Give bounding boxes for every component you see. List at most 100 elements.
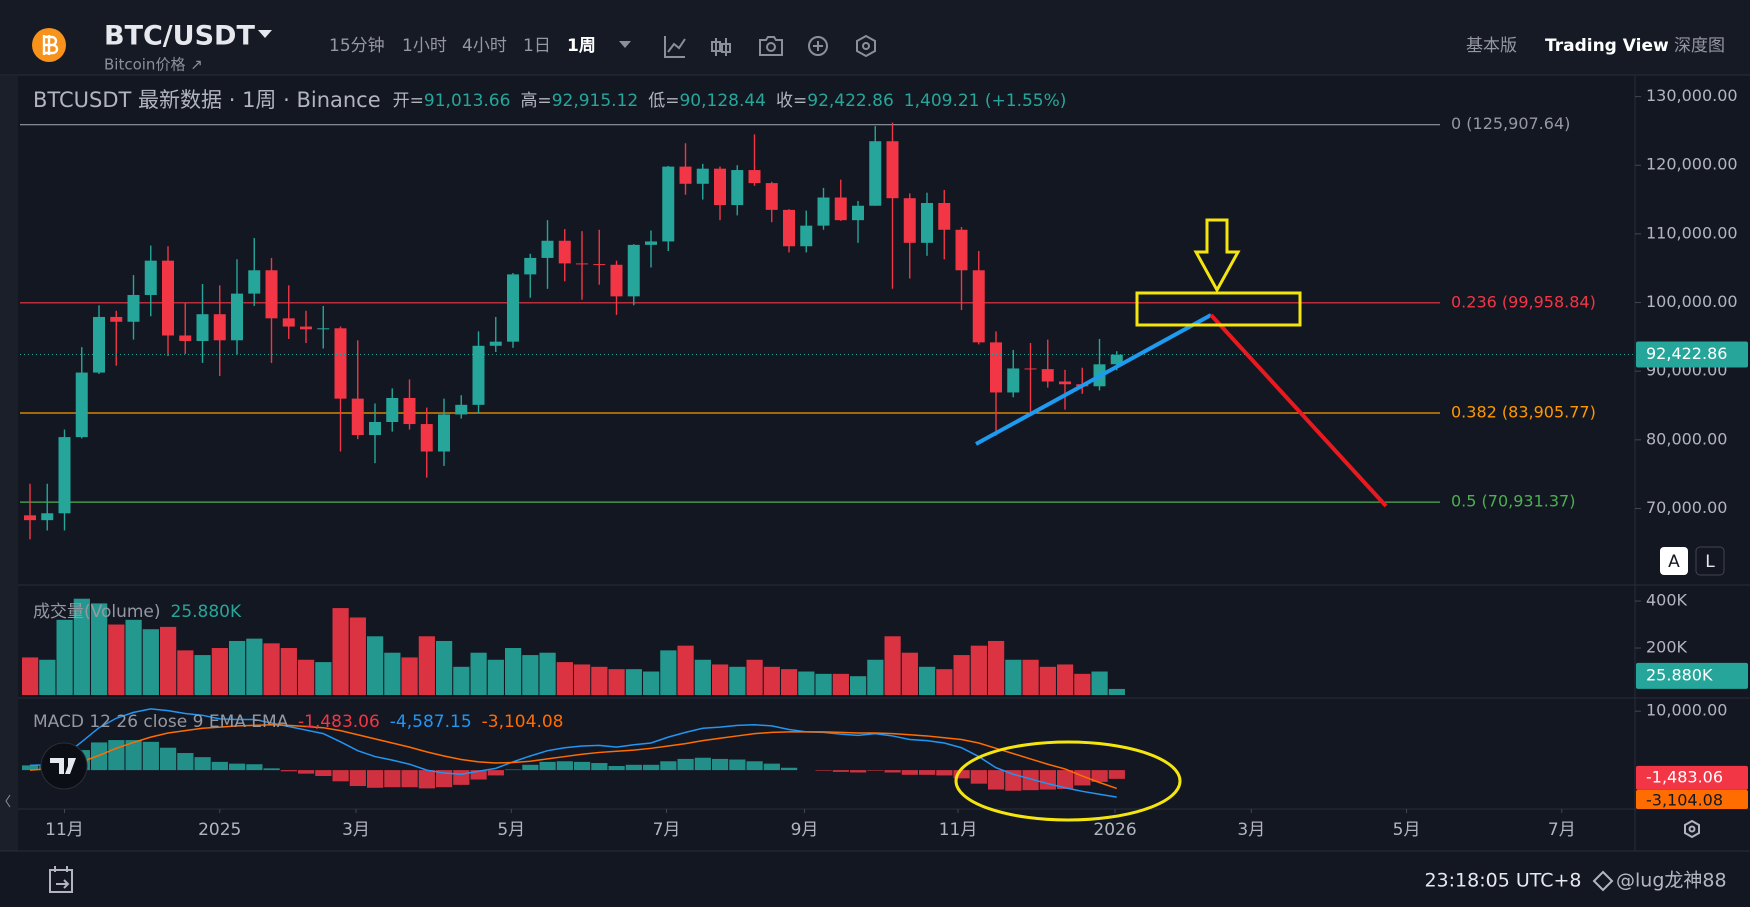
volume-bar xyxy=(539,652,556,695)
log-scale-label[interactable]: L xyxy=(1705,552,1715,572)
ohlc-key: 收= xyxy=(776,91,807,111)
view-basic[interactable]: 基本版 xyxy=(1466,36,1517,56)
snapshot-icon[interactable] xyxy=(759,36,783,56)
add-icon[interactable] xyxy=(808,36,828,56)
candle-body xyxy=(334,328,347,399)
view-depth[interactable]: 深度图 xyxy=(1674,36,1725,56)
candle-body xyxy=(1024,368,1037,370)
volume-bar xyxy=(332,608,349,695)
volume-tick-label: 200K xyxy=(1646,638,1688,657)
candle-body xyxy=(403,397,416,425)
ohlc-value: 91,013.66 xyxy=(424,91,511,111)
auto-scale-label[interactable]: A xyxy=(1668,552,1680,572)
fib-label: 0.5 (70,931.37) xyxy=(1451,492,1575,511)
volume-bar xyxy=(798,671,815,695)
auto-scale-button[interactable] xyxy=(1660,547,1688,575)
macd-histogram-bar xyxy=(729,759,746,771)
volume-bar xyxy=(970,645,987,695)
candle-body xyxy=(972,270,985,343)
volume-value-box xyxy=(1636,662,1748,689)
volume-bar xyxy=(1005,659,1022,695)
highlight-ellipse[interactable] xyxy=(954,740,1182,822)
macd-histogram-bar xyxy=(367,770,384,788)
candle-body xyxy=(317,328,330,330)
projection-line[interactable] xyxy=(1209,313,1388,508)
candle-body xyxy=(869,141,882,206)
volume-legend: 成交量(Volume) 25.880K xyxy=(33,602,242,622)
settings-icon[interactable] xyxy=(856,34,876,58)
add-icon-plus xyxy=(813,41,823,51)
candle-body xyxy=(696,168,709,184)
indicator-icon[interactable] xyxy=(664,36,686,58)
x-tick-label: 3月 xyxy=(342,820,370,840)
candle-body xyxy=(610,264,623,297)
candle-body xyxy=(265,270,278,319)
macd-histogram-bar xyxy=(970,770,987,784)
candle-body xyxy=(144,260,157,295)
ohlc-value: 92,422.86 xyxy=(807,91,894,111)
volume-bar xyxy=(142,629,159,695)
volume-title: 成交量(Volume) xyxy=(33,602,161,622)
trend-line[interactable] xyxy=(975,313,1212,446)
macd-tick-label: 10,000.00 xyxy=(1646,701,1727,720)
macd-histogram-bar xyxy=(867,770,884,771)
watermark-logo xyxy=(1592,870,1614,892)
symbol[interactable]: BTC/USDT xyxy=(104,21,255,52)
active-interval[interactable]: 1周 xyxy=(567,36,596,56)
macd-histogram-bar xyxy=(556,761,573,771)
macd-histogram-bar xyxy=(177,753,194,771)
target-zone[interactable] xyxy=(1135,291,1302,327)
snapshot-lens xyxy=(766,42,776,52)
macd-histogram-bar xyxy=(470,770,487,780)
volume-bar xyxy=(677,645,694,695)
volume-bar xyxy=(919,666,936,695)
x-tick-label: 7月 xyxy=(1548,820,1576,840)
macd-signal-box xyxy=(1636,789,1748,809)
candle-body xyxy=(1059,381,1071,385)
x-tick-label: 5月 xyxy=(497,820,525,840)
candle-type-icon[interactable] xyxy=(711,38,731,56)
volume-bar xyxy=(936,669,953,695)
interval-button[interactable]: 1小时 xyxy=(402,36,447,56)
volume-bar xyxy=(367,636,384,695)
side-toggle[interactable] xyxy=(5,794,11,808)
candle-body xyxy=(110,316,123,322)
y-tick-label: 110,000.00 xyxy=(1646,223,1738,242)
candle-body xyxy=(472,345,485,405)
watermark: @lug龙神88 xyxy=(1616,870,1727,892)
ohlc-value: 92,915.12 xyxy=(552,91,639,111)
candle-body xyxy=(834,197,847,221)
macd-histogram-bar xyxy=(884,770,901,773)
volume-bar xyxy=(901,652,918,695)
candle-body xyxy=(179,335,192,341)
volume-bar xyxy=(1108,688,1125,695)
volume-bar xyxy=(39,659,56,695)
volume-bar xyxy=(556,662,573,695)
macd-histogram-bar xyxy=(712,758,729,771)
log-scale-button[interactable] xyxy=(1695,546,1725,576)
interval-button[interactable]: 4小时 xyxy=(462,36,507,56)
volume-bar xyxy=(712,664,729,695)
candle-body xyxy=(248,270,261,294)
interval-button[interactable]: 1日 xyxy=(523,36,551,56)
last-price-box xyxy=(1636,341,1748,368)
interval-button[interactable]: 15分钟 xyxy=(329,36,385,56)
candle-body xyxy=(765,183,778,210)
volume-bar xyxy=(177,650,194,695)
volume-tick-label: 400K xyxy=(1646,591,1688,610)
date-range-icon[interactable] xyxy=(49,866,73,893)
arrow-drawing[interactable] xyxy=(1193,218,1241,294)
candle-body xyxy=(662,166,675,242)
volume-bar xyxy=(229,640,246,695)
symbol-line: BTCUSDT 最新数据 · 1周 · Binance xyxy=(33,88,381,112)
subtitle[interactable]: Bitcoin价格 ↗ xyxy=(104,56,203,74)
macd-signal-label: -3,104.08 xyxy=(1646,790,1723,809)
axis-settings[interactable] xyxy=(1684,819,1700,839)
volume-bar xyxy=(1057,664,1074,695)
macd-histogram-bar xyxy=(505,769,522,771)
interval-dropdown[interactable] xyxy=(619,41,631,48)
x-tick-label: 5月 xyxy=(1393,820,1421,840)
view-tradingview[interactable]: Trading View xyxy=(1545,36,1669,56)
symbol-dropdown[interactable] xyxy=(258,30,272,38)
coin-logo-glyph xyxy=(42,35,59,55)
